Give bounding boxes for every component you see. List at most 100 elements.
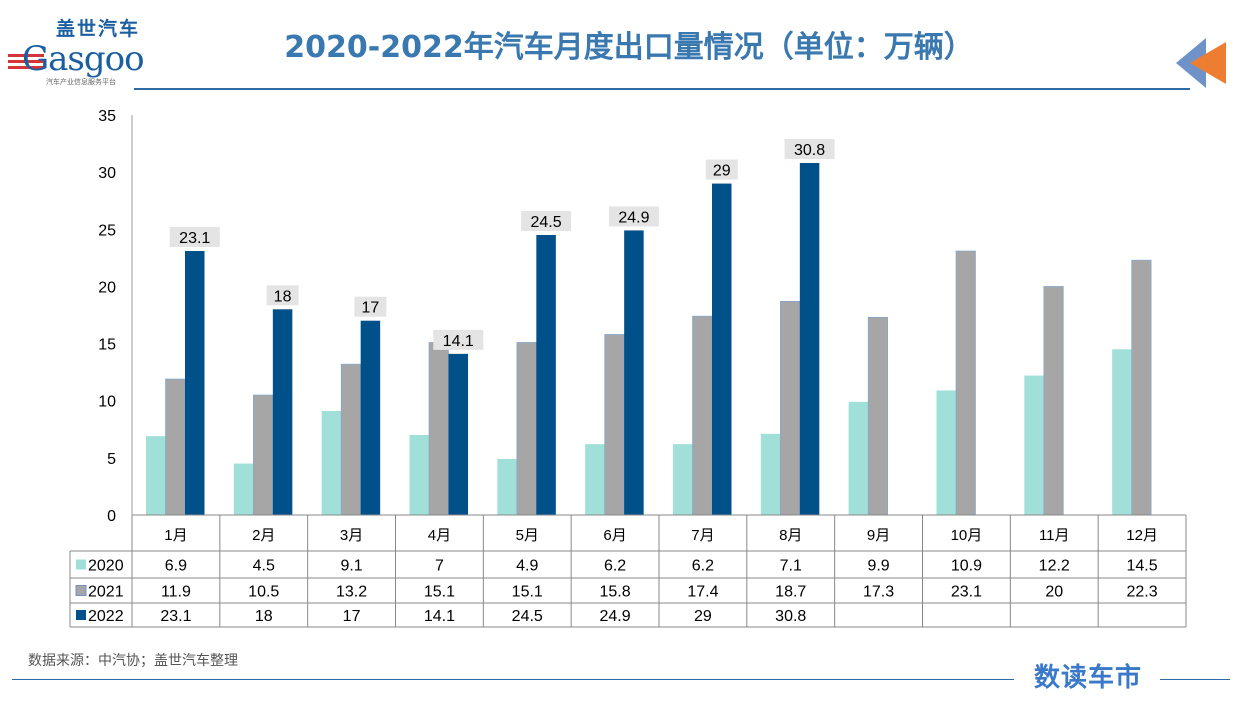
y-tick-label: 35 (98, 108, 116, 125)
footer-rule-right (1160, 679, 1230, 680)
table-cell: 9.9 (867, 558, 889, 575)
table-cell: 4.5 (253, 558, 275, 575)
x-category-label: 1月 (164, 527, 187, 544)
chart-title: 2020-2022年汽车月度出口量情况（单位：万辆） (284, 30, 974, 65)
table-cell: 7 (435, 558, 444, 575)
x-category-label: 3月 (340, 527, 363, 544)
x-category-label: 5月 (516, 527, 539, 544)
legend-label: 2021 (88, 584, 124, 601)
bar-2022-6月 (624, 230, 644, 515)
source-note: 数据来源：中汽协；盖世汽车整理 (28, 653, 238, 669)
table-cell: 18 (255, 608, 273, 625)
header-rule (134, 88, 1190, 90)
table-cell: 17.3 (863, 584, 894, 601)
table-cell: 17.4 (687, 584, 718, 601)
bar-2021-11月 (1043, 286, 1064, 516)
table-cell: 18.7 (775, 584, 806, 601)
bar-2020-9月 (848, 401, 869, 515)
table-cell: 12.2 (1039, 558, 1070, 575)
data-label-bg (705, 159, 738, 180)
legend-label: 2020 (88, 558, 124, 575)
bar-2021-4月 (428, 342, 449, 516)
table-cell: 23.1 (951, 584, 982, 601)
bar-2022-8月 (799, 163, 820, 515)
table-cell: 13.2 (336, 584, 367, 601)
table-cell: 6.9 (165, 558, 187, 575)
bar-2021-5月 (516, 342, 537, 516)
table-cell: 30.8 (775, 608, 806, 625)
bar-2021-10月 (955, 250, 976, 516)
data-label: 18 (274, 288, 292, 305)
bar-2020-3月 (321, 411, 342, 515)
table-cell: 29 (694, 608, 712, 625)
bar-2021-3月 (340, 363, 361, 516)
data-label-bg (354, 296, 387, 317)
gasgoo-logo: 盖世汽车 Gasgoo 汽车产业信息服务平台 (8, 18, 158, 88)
table-cell: 24.5 (512, 608, 543, 625)
table-cell: 10.9 (951, 558, 982, 575)
legend-label: 2022 (88, 608, 124, 625)
bar-2022-7月 (712, 183, 732, 516)
data-label: 24.9 (618, 209, 649, 226)
bar-2020-10月 (936, 390, 956, 515)
bar-2020-5月 (497, 459, 517, 515)
legend-swatch-2020 (76, 559, 86, 570)
bar-2021-6月 (604, 334, 625, 516)
table-cell: 11.9 (161, 584, 191, 601)
logo-sub: 汽车产业信息服务平台 (46, 79, 116, 86)
table-cell: 6.2 (604, 558, 626, 575)
data-label-bg (521, 211, 572, 231)
data-label-bg (784, 139, 835, 159)
table-cell: 6.2 (692, 558, 714, 575)
bar-2021-2月 (253, 394, 274, 516)
table-cell: 7.1 (780, 558, 802, 575)
x-category-label: 10月 (951, 527, 983, 544)
x-category-label: 9月 (867, 527, 890, 544)
data-label: 23.1 (179, 230, 210, 247)
y-tick-label: 0 (107, 508, 116, 525)
data-label: 24.5 (531, 214, 562, 231)
table-cell: 15.8 (600, 584, 631, 601)
table-cell: 17 (343, 608, 361, 625)
table-cell: 4.9 (516, 558, 538, 575)
logo-stripes (8, 54, 44, 72)
data-label-bg (169, 227, 220, 247)
bar-2022-2月 (272, 309, 293, 515)
x-category-label: 12月 (1126, 527, 1158, 544)
bar-2020-12月 (1112, 349, 1132, 515)
data-label: 17 (362, 300, 380, 317)
table-cell: 23.1 (160, 608, 191, 625)
bar-2022-1月 (185, 251, 205, 515)
y-tick-label: 10 (98, 394, 116, 411)
legend-swatch-2022 (76, 610, 86, 620)
x-category-label: 4月 (428, 527, 451, 544)
x-category-label: 8月 (779, 527, 802, 544)
arrow-icon (1176, 38, 1226, 88)
table-cell: 9.1 (340, 558, 362, 575)
y-tick-label: 25 (98, 222, 116, 239)
bar-2020-11月 (1024, 375, 1044, 515)
table-cell: 15.1 (512, 584, 543, 601)
bar-2021-7月 (692, 315, 713, 516)
x-category-label: 6月 (603, 527, 626, 544)
y-tick-label: 5 (107, 451, 116, 468)
table-cell: 22.3 (1127, 584, 1158, 601)
data-label: 29 (713, 163, 731, 180)
bar-2022-3月 (360, 320, 381, 515)
bar-2020-2月 (233, 463, 254, 515)
x-category-label: 11月 (1039, 527, 1070, 544)
bar-2021-8月 (780, 300, 801, 516)
table-cell: 15.1 (424, 584, 455, 601)
logo-cn: 盖世汽车 (56, 18, 141, 40)
y-tick-label: 15 (98, 337, 116, 354)
table-cell: 14.5 (1127, 558, 1158, 575)
data-label: 14.1 (443, 333, 474, 350)
table-cell: 10.5 (248, 584, 279, 601)
bar-2020-7月 (673, 444, 693, 515)
bar-2021-1月 (165, 378, 186, 516)
bar-2022-4月 (448, 353, 468, 515)
bar-2022-5月 (536, 235, 556, 515)
logo-en: Gasgoo (22, 39, 145, 79)
data-label: 30.8 (794, 142, 825, 159)
